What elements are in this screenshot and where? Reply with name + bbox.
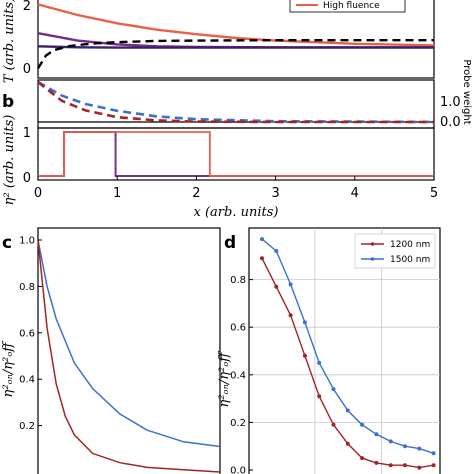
panel-d-point-1500nm <box>388 439 393 444</box>
panel-b-letter: b <box>2 92 14 112</box>
panel-b-step-series-4 <box>38 131 434 177</box>
panel-b-xlabel: x (arb. units) <box>194 205 279 220</box>
panel-b-step-series-3 <box>38 131 434 177</box>
panel-d-point-1500nm <box>302 320 307 325</box>
panel-a-ytick-0: 0 <box>23 62 31 77</box>
panel-a-series-0 <box>37 3 435 47</box>
panel-c-ytick-label: 0.8 <box>19 282 35 293</box>
panel-d-frame <box>248 227 441 474</box>
panel-b-probe-series-1 <box>37 80 434 124</box>
panel-a-frame <box>37 0 435 79</box>
panel-c-ylabel: η²ₒₙ/η²ₒff <box>1 340 16 398</box>
panel-d-series-1500nm <box>261 238 434 454</box>
panel-d-point-1500nm <box>274 249 279 253</box>
panel-c-ytick-label: 0.6 <box>19 328 35 339</box>
panel-d-legend: 1200 nm 1500 nm <box>354 233 436 269</box>
panel-c-ytick-label: 0.4 <box>19 375 35 386</box>
panel-d-point-1200nm <box>417 465 422 470</box>
panel-b-ytick-0: 0 <box>23 171 31 186</box>
panel-c-series-0 <box>37 239 221 448</box>
panel-a-series-3-dashed <box>36 39 434 70</box>
panel-c-frame <box>37 227 221 474</box>
panel-d-point-1500nm <box>317 360 322 365</box>
panel-d-point-1200nm <box>288 313 293 318</box>
panel-d-point-1200nm <box>360 456 365 461</box>
panel-d-point-1500nm <box>374 432 379 437</box>
panel-d-point-1500nm <box>288 282 293 287</box>
panel-d-ytick-label: 0.6 <box>230 323 246 334</box>
panel-d-point-1200nm <box>274 284 279 289</box>
panel-b-step-series-2 <box>38 131 434 177</box>
panel-d-ylabel: η²ₒₙ/η²ₒff <box>217 350 232 408</box>
panel-d-point-1200nm <box>260 256 264 261</box>
panel-a: 2 0 T (arb. units) High fluence <box>2 0 435 83</box>
panel-c-ytick-label: 0.2 <box>19 421 35 432</box>
panel-a-series-2 <box>37 45 434 49</box>
panel-d-ytick-label: 0.4 <box>230 370 246 381</box>
panel-d: d 0.0 0.2 0.4 0.6 0.8 η²ₒₙ/η²ₒff 1200 nm 150… <box>217 227 441 474</box>
panel-b-xtick-label: 4 <box>351 186 359 201</box>
panel-d-yticks: 0.0 0.2 0.4 0.6 0.8 <box>230 275 253 474</box>
panel-d-point-1200nm <box>331 422 336 427</box>
legend-label-1500nm: 1500 nm <box>390 255 430 265</box>
panel-b-xtick-label: 0 <box>34 186 42 201</box>
panel-d-letter: d <box>224 233 236 253</box>
panel-b-probe-series-0 <box>37 80 435 124</box>
legend-marker-1200nm <box>370 242 375 246</box>
panel-d-series-1200nm <box>261 257 434 469</box>
panel-d-plot-area <box>260 237 436 470</box>
panel-d-ytick-label: 0.8 <box>230 275 246 286</box>
panel-d-ytick-label: 0.2 <box>230 418 246 429</box>
panel-b-xticks: 0 1 2 3 4 5 <box>34 176 438 201</box>
panel-b-xtick-label: 5 <box>430 186 438 201</box>
panel-d-point-1200nm <box>302 353 307 358</box>
panel-d-point-1200nm <box>403 463 407 468</box>
panel-b: b 1 0 1.0 0.0 η² (arb. units) Probe weig… <box>2 59 472 220</box>
panel-c-ytick-label: 1.0 <box>19 236 35 247</box>
panel-b-right-ylabel: Probe weight <box>461 59 472 124</box>
panel-d-point-1500nm <box>345 408 350 413</box>
panel-a-plot-area <box>36 3 435 70</box>
panel-b-xtick-label: 2 <box>192 186 200 201</box>
panel-d-point-1500nm <box>403 444 407 449</box>
panel-d-point-1500nm <box>360 422 365 427</box>
panel-b-lower-frame <box>37 127 435 181</box>
legend-label-high-fluence: High fluence <box>323 1 380 11</box>
panel-b-plot-area <box>37 80 435 177</box>
panel-d-point-1500nm <box>260 237 264 242</box>
panel-b-right-tick-1: 1.0 <box>440 95 461 110</box>
panel-d-point-1200nm <box>317 394 322 399</box>
panel-a-legend: High fluence <box>289 0 406 13</box>
legend-label-1200nm: 1200 nm <box>390 240 430 250</box>
panel-b-ytick-1: 1 <box>23 126 31 141</box>
panel-b-right-tick-0: 0.0 <box>440 115 461 130</box>
panel-c-yticks: 0.2 0.4 0.6 0.8 1.0 <box>19 236 42 432</box>
panel-d-point-1200nm <box>388 463 393 468</box>
panel-d-point-1200nm <box>374 460 379 465</box>
panel-d-point-1500nm <box>331 387 336 392</box>
panel-c-series-1 <box>37 239 221 473</box>
panel-d-ytick-label: 0.0 <box>230 466 246 474</box>
panel-c-plot-area <box>37 239 221 473</box>
panel-d-point-1500nm <box>431 451 436 456</box>
panel-d-point-1200nm <box>345 441 350 446</box>
panel-a-ytick-2: 2 <box>23 0 31 14</box>
panel-c-letter: c <box>2 233 12 253</box>
panel-d-point-1500nm <box>417 446 422 451</box>
panel-b-xtick-label: 1 <box>113 186 121 201</box>
legend-box <box>354 233 436 269</box>
panel-c: c 0.2 0.4 0.6 0.8 1.0 η²ₒₙ/η²ₒff <box>1 227 221 474</box>
panel-b-xtick-label: 3 <box>271 186 279 201</box>
legend-marker-1500nm <box>370 257 375 261</box>
panel-b-ylabel: η² (arb. units) <box>2 115 17 206</box>
panel-d-point-1200nm <box>431 463 436 468</box>
panel-a-ylabel: T (arb. units) <box>2 0 17 83</box>
legend-box <box>289 0 406 13</box>
